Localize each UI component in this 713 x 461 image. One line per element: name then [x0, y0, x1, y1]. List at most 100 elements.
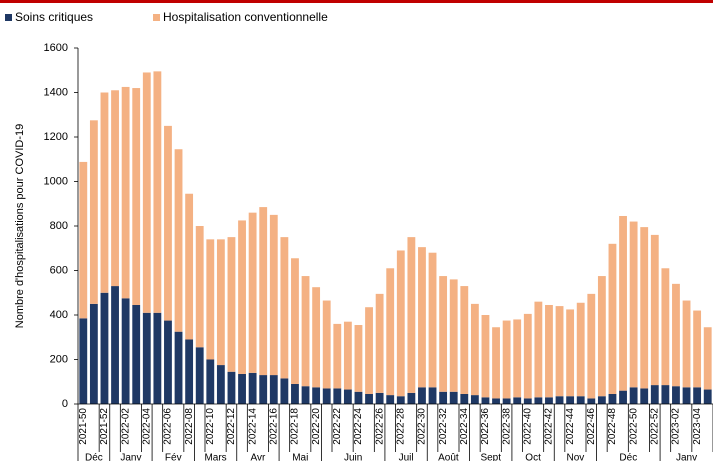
bar [174, 149, 183, 332]
bar [650, 385, 659, 404]
bar [650, 234, 659, 386]
bar [79, 161, 88, 319]
x-tick-label: 2022-50 [628, 408, 639, 445]
bar [121, 298, 130, 404]
bar [640, 227, 649, 389]
bar [460, 286, 469, 394]
month-label: Déc [619, 453, 637, 461]
bar [132, 88, 141, 305]
bar [322, 388, 331, 404]
legend-label: Soins critiques [15, 10, 93, 24]
bar [195, 347, 204, 404]
bar [534, 301, 543, 398]
month-label: Janv [120, 453, 141, 461]
month-label: Juin [344, 453, 362, 461]
bar [238, 220, 246, 374]
bar [89, 303, 98, 404]
y-tick-label: 1600 [44, 42, 68, 54]
bar [280, 378, 289, 404]
bar [153, 71, 162, 313]
x-tick-label: 2022-22 [332, 408, 343, 445]
x-tick-label: 2022-02 [120, 408, 131, 445]
bar [89, 120, 98, 304]
bar [703, 327, 712, 390]
x-tick-label: 2022-16 [268, 408, 279, 445]
x-tick-label: 2023-04 [692, 408, 703, 445]
bar [238, 373, 246, 404]
x-tick-label: 2023-02 [671, 408, 682, 445]
bar [682, 387, 691, 404]
x-tick-label: 2022-14 [247, 408, 258, 445]
x-tick-label: 2022-42 [544, 408, 555, 445]
x-tick-label: 2022-48 [607, 408, 618, 445]
bar [111, 286, 119, 404]
bar [100, 92, 109, 293]
month-label: Nov [567, 453, 585, 461]
bar [418, 387, 426, 404]
bar [142, 72, 151, 313]
bar [185, 193, 194, 340]
bar [502, 398, 511, 404]
bar [576, 396, 585, 404]
month-label: Avr [251, 453, 266, 461]
x-tick-label: 2022-12 [226, 408, 237, 445]
bar [502, 320, 511, 399]
y-tick-label: 1200 [44, 131, 68, 143]
bar [365, 307, 373, 394]
bar [100, 292, 109, 404]
bar [248, 212, 257, 373]
bar [259, 375, 268, 404]
bar [269, 375, 278, 404]
bar [439, 391, 448, 404]
bar [555, 396, 564, 404]
y-tick-label: 200 [50, 353, 68, 365]
bar [629, 387, 638, 404]
y-tick-label: 800 [50, 220, 68, 232]
bar [354, 391, 363, 404]
bar [333, 323, 342, 389]
bar [248, 372, 257, 404]
x-tick-label: 2021-52 [99, 408, 110, 445]
bar [386, 268, 395, 396]
bar [111, 90, 119, 287]
x-tick-label: 2022-46 [586, 408, 597, 445]
bar [269, 214, 278, 376]
x-tick-label: 2022-44 [565, 408, 576, 445]
bar [301, 386, 310, 404]
y-axis-label: Nombre d'hospitalisations pour COVID-19 [14, 124, 26, 328]
bar [439, 276, 448, 392]
bar [587, 293, 596, 399]
y-tick-label: 1400 [44, 86, 68, 98]
bar [79, 318, 88, 404]
bar [672, 386, 680, 404]
bar [481, 397, 490, 404]
x-tick-label: 2022-30 [417, 408, 428, 445]
x-tick-label: 2022-06 [163, 408, 174, 445]
x-tick-label: 2022-18 [290, 408, 301, 445]
bar [629, 221, 638, 388]
bar [545, 304, 553, 398]
bar [227, 237, 236, 372]
bar [259, 207, 268, 376]
bar [301, 276, 310, 387]
bar [291, 258, 299, 384]
bar [513, 319, 522, 398]
bar [640, 388, 649, 404]
bar [396, 396, 405, 404]
bar [587, 398, 596, 404]
bar [470, 303, 479, 396]
month-label: Fév [165, 453, 182, 461]
x-tick-label: 2022-04 [141, 408, 152, 445]
bar [132, 304, 141, 404]
bar [703, 389, 712, 404]
bar [418, 247, 426, 388]
bar [693, 310, 702, 388]
bar [449, 391, 458, 404]
bar [492, 327, 500, 399]
x-tick-label: 2022-36 [480, 408, 491, 445]
bar [164, 125, 172, 321]
month-label: Mars [204, 453, 226, 461]
legend-label: Hospitalisation conventionnelle [163, 10, 328, 24]
bar [534, 397, 543, 404]
